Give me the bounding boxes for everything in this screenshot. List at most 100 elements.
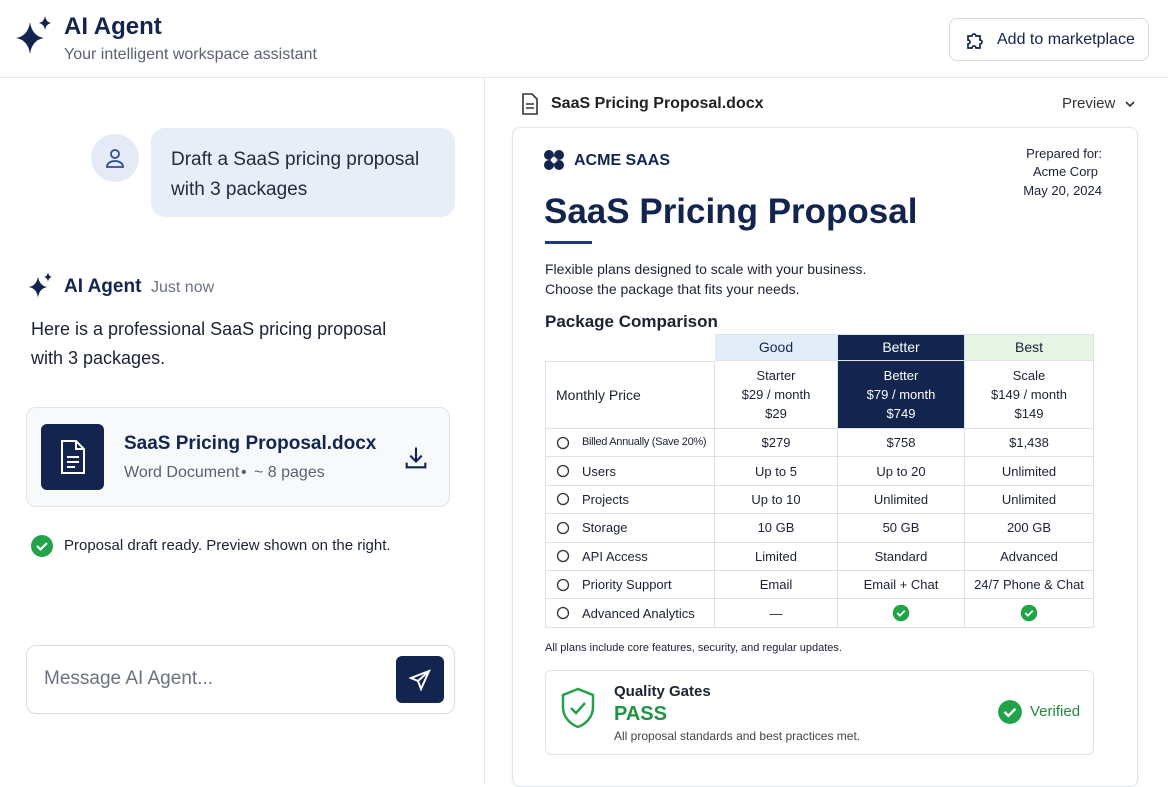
user-message: Draft a SaaS pricing proposal with 3 pac… bbox=[151, 128, 455, 217]
divider bbox=[484, 78, 485, 784]
date: May 20, 2024 bbox=[1023, 183, 1102, 198]
status-check bbox=[31, 535, 53, 557]
shield-icon bbox=[561, 687, 595, 729]
agent-logo bbox=[16, 16, 51, 54]
row-icon bbox=[556, 436, 570, 450]
row-label: Billed Annually (Save 20%) bbox=[545, 429, 715, 458]
row-cell: Up to 20 bbox=[838, 457, 965, 486]
footnote: All plans include core features, securit… bbox=[545, 642, 842, 654]
status-text: Proposal draft ready. Preview shown on t… bbox=[64, 537, 391, 554]
row-cell: 200 GB bbox=[965, 514, 1094, 543]
row-cell: Email bbox=[715, 571, 838, 600]
agent-message: Here is a professional SaaS pricing prop… bbox=[31, 319, 387, 368]
app-title: AI Agent bbox=[64, 13, 162, 40]
message-input[interactable] bbox=[26, 645, 455, 714]
user-avatar bbox=[91, 134, 139, 182]
verified-check bbox=[998, 700, 1022, 724]
row-label: Projects bbox=[545, 485, 715, 515]
button-label: Add to marketplace bbox=[997, 30, 1135, 48]
row-label-text: Projects bbox=[582, 491, 629, 507]
row-label: Storage bbox=[545, 514, 715, 543]
row-cell: Unlimited bbox=[965, 457, 1094, 486]
row-cell: — bbox=[715, 599, 838, 628]
input-placeholder: Message AI Agent... bbox=[44, 668, 213, 689]
check-icon bbox=[892, 604, 910, 622]
doc-icon bbox=[522, 93, 538, 115]
row-cell: $758 bbox=[838, 429, 965, 458]
price-line: $149 / month bbox=[991, 387, 1067, 402]
row-cell: Up to 5 bbox=[715, 457, 838, 486]
agent-icon bbox=[28, 272, 52, 298]
price-line: $29 bbox=[765, 406, 787, 421]
row-icon bbox=[556, 521, 570, 535]
column-header: Good bbox=[715, 334, 838, 361]
row-cell: $1,438 bbox=[965, 429, 1094, 458]
row-cell: $279 bbox=[715, 429, 838, 458]
row-icon bbox=[556, 464, 570, 478]
agent-time: Just now bbox=[151, 279, 215, 296]
app-subtitle: Your intelligent workspace assistant bbox=[64, 46, 317, 63]
price-cell: Better $79 / month $749 bbox=[838, 361, 965, 429]
row-cell: Unlimited bbox=[965, 485, 1094, 515]
download-button[interactable] bbox=[402, 444, 430, 472]
row-label-text: Priority Support bbox=[582, 577, 672, 593]
row-label: Priority Support bbox=[545, 571, 715, 600]
quality-result: PASS bbox=[614, 703, 667, 725]
price-cell: Starter $29 / month $29 bbox=[715, 361, 838, 429]
column-header: Better bbox=[838, 334, 965, 361]
row-label: Advanced Analytics bbox=[545, 599, 715, 628]
file-type: Word Document bbox=[124, 464, 240, 481]
row-cell: Advanced bbox=[965, 542, 1094, 571]
verified-label: Verified bbox=[1030, 703, 1081, 720]
row-cell: Up to 10 bbox=[715, 485, 838, 515]
chevron[interactable] bbox=[1124, 98, 1136, 110]
row-cell: Unlimited bbox=[838, 485, 965, 515]
row-icon bbox=[556, 492, 570, 506]
price-label: Monthly Price bbox=[545, 361, 715, 429]
row-icon bbox=[556, 606, 570, 620]
file-pages: ~ 8 pages bbox=[254, 464, 325, 481]
price-line: $149 bbox=[1014, 406, 1044, 421]
row-label-text: API Access bbox=[582, 548, 648, 564]
dot: • bbox=[241, 464, 247, 481]
row-label-text: Billed Annually (Save 20%) bbox=[582, 436, 707, 449]
row-icon bbox=[556, 549, 570, 563]
row-label-text: Users bbox=[582, 463, 616, 479]
intro-line: Choose the package that fits your needs. bbox=[545, 281, 800, 297]
price-cell: Scale $149 / month $149 bbox=[965, 361, 1094, 429]
brand-name: ACME SAAS bbox=[574, 152, 671, 169]
row-label-text: Advanced Analytics bbox=[582, 605, 695, 621]
brand-logo bbox=[544, 150, 564, 170]
row-cell: Email + Chat bbox=[838, 571, 965, 600]
quality-detail: All proposal standards and best practice… bbox=[614, 729, 861, 743]
file-name: SaaS Pricing Proposal.docx bbox=[124, 433, 377, 454]
title-rule bbox=[545, 241, 592, 244]
row-cell bbox=[838, 599, 965, 628]
intro-line: Flexible plans designed to scale with yo… bbox=[545, 261, 867, 277]
file-icon bbox=[41, 424, 104, 490]
price-line: $79 / month bbox=[866, 387, 936, 402]
preview-filename: SaaS Pricing Proposal.docx bbox=[551, 95, 764, 112]
prepared-label: Prepared for: bbox=[1026, 146, 1102, 161]
document-title: SaaS Pricing Proposal bbox=[544, 192, 918, 231]
preview-mode[interactable]: Preview bbox=[1062, 95, 1116, 112]
marketplace-button[interactable]: Add to marketplace bbox=[949, 18, 1149, 61]
row-label: Users bbox=[545, 457, 715, 486]
send-button[interactable] bbox=[396, 656, 444, 703]
row-cell: Standard bbox=[838, 542, 965, 571]
price-line: Better bbox=[883, 368, 919, 383]
quality-title: Quality Gates bbox=[614, 683, 711, 700]
column-header: Best bbox=[965, 334, 1094, 361]
agent-name: AI Agent bbox=[64, 276, 142, 297]
row-label: API Access bbox=[545, 542, 715, 571]
section-title: Package Comparison bbox=[545, 312, 718, 331]
row-cell: 50 GB bbox=[838, 514, 965, 543]
quality-card bbox=[545, 670, 1094, 755]
price-line: Starter bbox=[756, 368, 796, 383]
client: Acme Corp bbox=[1032, 164, 1098, 179]
puzzle-icon bbox=[967, 32, 983, 49]
row-cell: 10 GB bbox=[715, 514, 838, 543]
price-line: $29 / month bbox=[741, 387, 811, 402]
price-line: Scale bbox=[1012, 368, 1046, 383]
header bbox=[0, 0, 1168, 78]
